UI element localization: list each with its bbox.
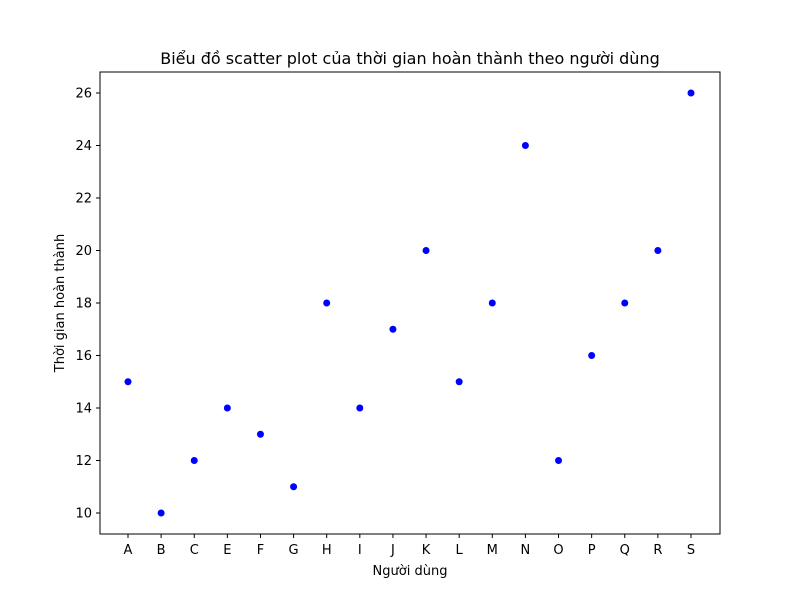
y-tick-label: 22 [75, 192, 92, 207]
x-tick-label: J [390, 543, 395, 558]
data-point [323, 299, 331, 307]
x-tick-label: F [257, 543, 264, 558]
y-tick-label: 20 [75, 244, 92, 259]
data-point [389, 325, 397, 333]
y-axis: 10 12 14 16 18 20 22 24 26 [75, 87, 100, 522]
x-tick-label: R [653, 543, 662, 558]
data-point [654, 247, 662, 254]
data-points [124, 89, 695, 517]
x-tick-label: B [157, 543, 166, 558]
data-point [687, 89, 695, 97]
data-point [190, 457, 198, 464]
data-point [488, 299, 496, 307]
x-tick-label: A [124, 543, 133, 558]
y-tick-label: 24 [75, 139, 92, 154]
x-tick-label: P [588, 543, 596, 558]
x-tick-label: K [422, 543, 431, 558]
x-tick-label: N [521, 543, 531, 558]
data-point [621, 299, 629, 307]
y-tick-label: 10 [75, 507, 92, 522]
chart-title: Biểu đồ scatter plot của thời gian hoàn … [160, 49, 660, 68]
x-axis-label: Người dùng [373, 564, 448, 579]
y-axis-label: Thời gian hoàn thành [53, 234, 68, 373]
data-point [256, 430, 264, 438]
x-tick-label: S [687, 543, 695, 558]
data-point [290, 483, 298, 491]
data-point [223, 404, 231, 412]
x-tick-label: I [358, 543, 362, 558]
data-point [422, 247, 430, 254]
x-tick-label: M [487, 543, 498, 558]
data-point [157, 509, 165, 517]
x-tick-label: C [190, 543, 199, 558]
x-tick-label: L [456, 543, 464, 558]
x-tick-label: O [553, 543, 563, 558]
y-tick-label: 16 [75, 349, 92, 364]
data-point [356, 404, 364, 412]
y-tick-label: 18 [75, 297, 92, 312]
y-tick-label: 12 [75, 454, 92, 469]
x-tick-label: H [322, 543, 332, 558]
y-tick-label: 14 [75, 402, 92, 417]
data-point [588, 352, 596, 359]
x-tick-label: Q [620, 543, 630, 558]
data-point [521, 142, 529, 149]
x-tick-label: G [289, 543, 299, 558]
data-point [455, 378, 463, 386]
data-point [555, 457, 563, 464]
x-tick-label: E [223, 543, 231, 558]
y-tick-label: 26 [75, 87, 92, 102]
data-point [124, 378, 132, 386]
